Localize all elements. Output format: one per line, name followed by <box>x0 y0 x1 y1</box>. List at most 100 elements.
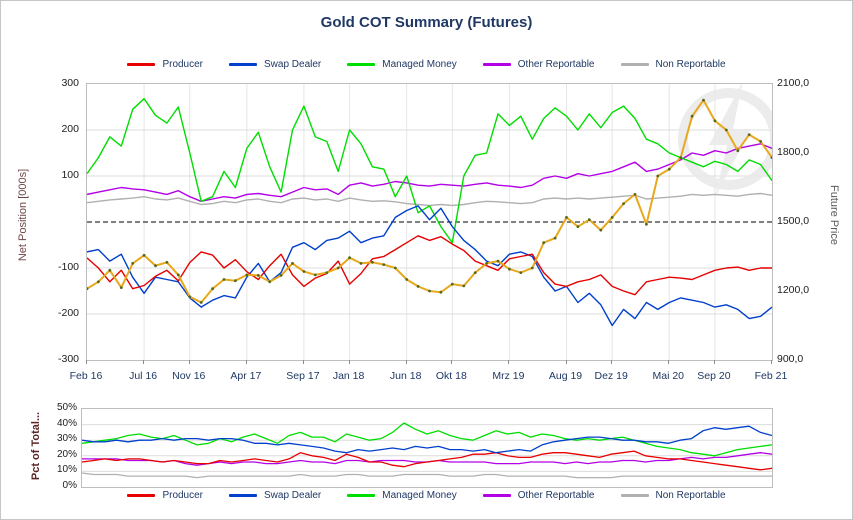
x-axis-tick-label: Jan 18 <box>332 370 365 382</box>
price-marker-dot <box>599 228 603 232</box>
pct-series-line-swap-dealer <box>81 425 773 454</box>
price-marker-dot <box>382 263 386 266</box>
pct-axis-tick-label: 0% <box>62 480 77 491</box>
pct-axis-tick-label: 10% <box>56 464 77 476</box>
price-marker-dot <box>690 114 694 118</box>
series-line-swap-dealer <box>86 205 773 327</box>
price-marker-dot <box>393 266 397 270</box>
main-chart-plot-area[interactable] <box>85 81 780 361</box>
price-marker-dot <box>165 260 169 264</box>
legend-item-non-reportable[interactable]: Non Reportable <box>620 490 726 501</box>
legend-label: Other Reportable <box>517 490 595 501</box>
price-marker-dot <box>428 289 431 293</box>
main-chart-canvas <box>85 81 780 360</box>
price-marker-dot <box>496 259 500 263</box>
price-marker-dot <box>154 264 157 268</box>
legend-label: Producer <box>162 490 204 501</box>
x-axis-tick-mark <box>348 360 350 364</box>
x-axis-tick-label: Feb 16 <box>69 370 103 382</box>
price-marker-dot <box>325 271 329 274</box>
x-axis-tick-mark <box>188 360 190 364</box>
price-marker-dot <box>530 266 534 270</box>
x-axis-tick-label: Aug 19 <box>548 370 583 382</box>
y-axis-title-future-price: Future Price <box>828 185 840 245</box>
price-marker-dot <box>473 271 477 274</box>
legend-swatch-icon <box>127 63 156 66</box>
price-marker-dot <box>302 270 306 273</box>
pct-axis-tick-label: 40% <box>56 417 77 429</box>
y-axis-tick-left: -100 <box>57 261 79 273</box>
x-axis-tick-label: Feb 21 <box>754 370 788 382</box>
x-axis-tick-mark <box>565 360 567 364</box>
price-marker-dot <box>199 301 203 304</box>
price-marker-dot <box>256 274 260 277</box>
legend-swatch-icon <box>482 63 511 66</box>
legend-item-producer[interactable]: Producer <box>127 490 203 501</box>
price-marker-dot <box>279 274 283 277</box>
x-axis-tick-label: Jun 18 <box>389 370 422 382</box>
series-line-managed-money <box>86 97 773 244</box>
price-marker-dot <box>348 256 351 260</box>
price-marker-dot <box>610 216 614 219</box>
price-marker-dot <box>542 241 546 245</box>
x-axis-tick-label: Sep 17 <box>286 370 320 382</box>
y-axis-tick-left: -200 <box>57 307 79 319</box>
x-axis-tick-mark <box>86 360 87 364</box>
x-axis-tick-mark <box>611 360 613 364</box>
legend-swatch-icon <box>347 494 376 497</box>
legend-item-managed-money[interactable]: Managed Money <box>347 490 457 501</box>
y-axis-tick-right: 1800,0 <box>777 146 810 158</box>
price-marker-dot <box>188 295 192 299</box>
x-axis-tick-label: Jul 16 <box>129 370 158 382</box>
legend-item-other-reportable[interactable]: Other Reportable <box>482 59 595 70</box>
price-marker-dot <box>416 285 420 288</box>
legend-item-managed-money[interactable]: Managed Money <box>347 59 457 70</box>
pct-chart-plot-area[interactable] <box>81 408 773 488</box>
price-marker-dot <box>462 284 466 288</box>
price-marker-dot <box>508 267 511 271</box>
price-marker-dot <box>724 128 728 132</box>
price-marker-dot <box>553 236 557 240</box>
price-marker-dot <box>587 218 591 222</box>
legend-item-non-reportable[interactable]: Non Reportable <box>620 59 726 70</box>
legend-item-swap-dealer[interactable]: Swap Dealer <box>229 490 321 501</box>
y-axis-tick-left: 300 <box>61 77 79 89</box>
legend-label: Managed Money <box>382 59 457 70</box>
legend-label: Non Reportable <box>655 59 726 70</box>
legend-item-swap-dealer[interactable]: Swap Dealer <box>229 59 321 70</box>
legend-label: Non Reportable <box>655 490 726 501</box>
legend-label: Other Reportable <box>517 59 595 70</box>
legend-top: Producer Swap Dealer Managed Money Other Re… <box>1 59 852 70</box>
price-marker-dot <box>313 273 317 277</box>
x-axis-tick-mark <box>668 360 670 364</box>
x-axis-tick-mark <box>713 360 715 364</box>
price-marker-dot <box>359 262 363 265</box>
pct-series-line-managed-money <box>81 422 773 457</box>
price-marker-dot <box>667 167 671 171</box>
legend-swatch-icon <box>127 494 156 497</box>
x-axis-tick-mark <box>451 360 453 364</box>
price-marker-dot <box>371 260 374 264</box>
legend-label: Swap Dealer <box>264 490 322 501</box>
x-axis-tick-label: Nov 16 <box>172 370 206 382</box>
price-marker-dot <box>519 271 523 274</box>
y-axis-tick-right: 900,0 <box>777 353 804 365</box>
price-marker-dot <box>245 273 249 277</box>
price-marker-dot <box>131 262 135 265</box>
y-axis-title-pct-of-total: Pct of Total... <box>30 411 42 481</box>
legend-item-other-reportable[interactable]: Other Reportable <box>482 490 595 501</box>
legend-label: Swap Dealer <box>264 59 322 70</box>
price-marker-dot <box>450 282 454 286</box>
price-marker-dot <box>108 268 112 272</box>
price-marker-dot <box>119 286 123 289</box>
legend-item-producer[interactable]: Producer <box>127 59 203 70</box>
pct-axis-tick-label: 20% <box>56 448 77 460</box>
pct-series-line-non-reportable <box>81 472 772 479</box>
y-axis-tick-right: 1500,0 <box>777 215 810 227</box>
x-axis-tick-label: Mrz 19 <box>492 370 525 382</box>
price-marker-dot <box>565 216 568 219</box>
chart-title: Gold COT Summary (Futures) <box>320 14 533 31</box>
x-axis-tick-mark <box>405 360 407 364</box>
y-axis-tick-left: -300 <box>57 353 79 365</box>
